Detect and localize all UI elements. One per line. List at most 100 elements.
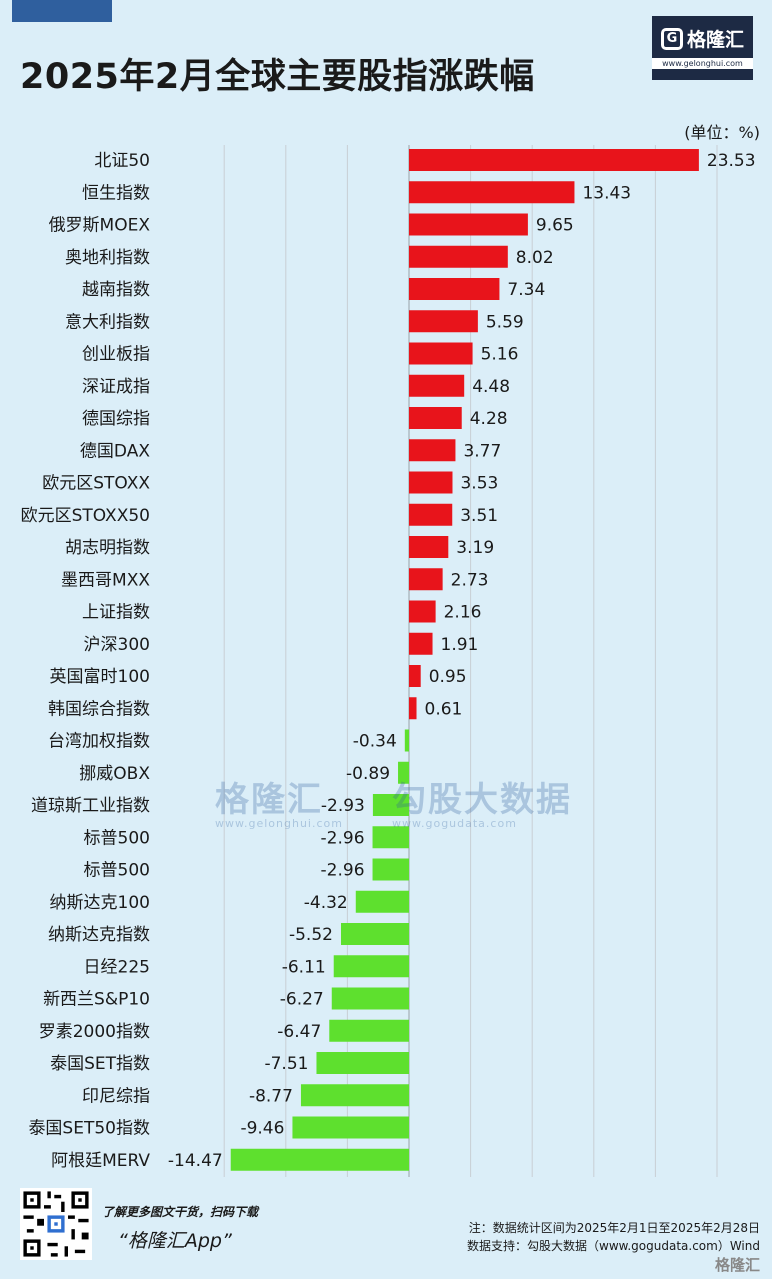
bar — [316, 1052, 409, 1074]
value-label: -0.34 — [353, 732, 397, 752]
g-logo-icon: G — [660, 27, 683, 50]
value-label: -6.27 — [280, 990, 324, 1010]
value-label: -0.89 — [346, 764, 390, 784]
value-label: 2.73 — [451, 570, 489, 590]
category-label: 沪深300 — [84, 635, 150, 655]
bar — [409, 342, 473, 365]
promo-text: 了解更多图文干货，扫码下载 — [102, 1205, 259, 1219]
value-label: -2.96 — [321, 861, 365, 881]
bar — [404, 729, 409, 752]
bar — [409, 181, 575, 204]
category-label: 北证50 — [94, 151, 150, 171]
watermark-data-brand: 勾股大数据 — [392, 780, 572, 820]
category-label: 意大利指数 — [65, 312, 150, 332]
category-label: 标普500 — [84, 861, 150, 881]
watermark-data-url: www.gogudata.com — [392, 817, 517, 830]
category-label: 欧元区STOXX50 — [21, 506, 150, 526]
bar — [409, 407, 462, 429]
brand-logo-name: 格隆汇 — [686, 29, 744, 51]
footnote-source: 数据支持：勾股大数据（www.gogudata.com）Wind — [467, 1239, 760, 1253]
category-label: 道琼斯工业指数 — [31, 796, 150, 816]
category-label: 韩国综合指数 — [48, 699, 150, 719]
bar — [409, 536, 449, 558]
value-label: -14.47 — [168, 1151, 223, 1171]
brand-logo: G 格隆汇 www.gelonghui.com — [652, 16, 753, 80]
top-accent-bar — [12, 0, 112, 22]
value-label: -6.47 — [277, 1022, 321, 1042]
bar — [409, 697, 417, 720]
category-label: 奥地利指数 — [65, 248, 150, 268]
value-label: -8.77 — [249, 1086, 293, 1106]
value-label: 3.19 — [456, 538, 494, 558]
category-label: 日经225 — [84, 957, 150, 977]
category-label: 俄罗斯MOEX — [49, 216, 151, 236]
value-label: -6.11 — [282, 957, 326, 977]
category-label: 越南指数 — [82, 280, 150, 300]
bar — [409, 439, 456, 462]
category-label: 纳斯达克100 — [50, 893, 150, 913]
bar — [409, 632, 433, 655]
watermark-gogudata: 勾股大数据 www.gogudata.com — [392, 772, 572, 830]
category-label: 墨西哥MXX — [61, 570, 150, 590]
category-label: 德国DAX — [80, 441, 150, 461]
value-label: 5.59 — [486, 312, 524, 332]
category-label: 上证指数 — [82, 603, 150, 623]
category-label: 挪威OBX — [79, 764, 150, 784]
bar — [372, 858, 409, 881]
brand-logo-url: www.gelonghui.com — [652, 58, 753, 69]
category-label: 印尼综指 — [82, 1086, 150, 1106]
category-label: 英国富时100 — [50, 667, 150, 687]
value-label: 1.91 — [441, 635, 479, 655]
category-label: 罗素2000指数 — [39, 1022, 150, 1042]
bar — [409, 149, 699, 171]
bar — [409, 245, 508, 268]
watermark-brand-url: www.gelonghui.com — [215, 817, 343, 830]
bar — [372, 794, 409, 816]
category-label: 新西兰S&P10 — [43, 990, 150, 1010]
unit-label: (单位：%) — [684, 123, 760, 142]
bar — [409, 568, 443, 591]
value-label: 13.43 — [582, 183, 631, 203]
promo-app-name: “格隆汇App” — [118, 1230, 232, 1252]
value-label: 3.53 — [460, 474, 498, 494]
bar — [409, 600, 436, 623]
footnote-period: 注：数据统计区间为2025年2月1日至2025年2月28日 — [468, 1221, 760, 1235]
bar — [355, 890, 409, 913]
value-label: 4.28 — [470, 409, 508, 429]
category-label: 阿根廷MERV — [51, 1151, 150, 1171]
category-label: 泰国SET50指数 — [28, 1119, 150, 1139]
bar — [409, 278, 500, 300]
bar — [300, 1084, 409, 1107]
category-label: 胡志明指数 — [65, 538, 150, 558]
value-label: 9.65 — [536, 216, 574, 236]
bar — [331, 987, 409, 1010]
qr-code-icon[interactable] — [20, 1188, 92, 1260]
category-label: 标普500 — [84, 828, 150, 848]
bar — [292, 1116, 409, 1139]
bar — [409, 503, 453, 526]
value-label: 7.34 — [507, 280, 545, 300]
value-label: 8.02 — [516, 248, 554, 268]
value-label: 4.48 — [472, 377, 510, 397]
bar — [230, 1148, 409, 1171]
bar — [329, 1019, 409, 1042]
category-label: 创业板指 — [82, 345, 150, 365]
value-label: 23.53 — [707, 151, 756, 171]
value-label: 0.95 — [429, 667, 467, 687]
value-label: -7.51 — [264, 1054, 308, 1074]
category-label: 恒生指数 — [82, 183, 150, 203]
value-label: -9.46 — [240, 1119, 284, 1139]
value-label: 3.51 — [460, 506, 498, 526]
value-label: 5.16 — [481, 345, 519, 365]
bar — [409, 665, 421, 687]
bar — [409, 213, 528, 236]
value-label: 0.61 — [425, 699, 463, 719]
bar — [333, 955, 409, 978]
bar — [409, 374, 465, 397]
bar — [409, 310, 478, 333]
value-label: 3.77 — [463, 441, 501, 461]
category-label: 纳斯达克指数 — [48, 925, 150, 945]
category-label: 台湾加权指数 — [48, 732, 150, 752]
watermark-brand: 格隆汇 — [215, 780, 323, 820]
